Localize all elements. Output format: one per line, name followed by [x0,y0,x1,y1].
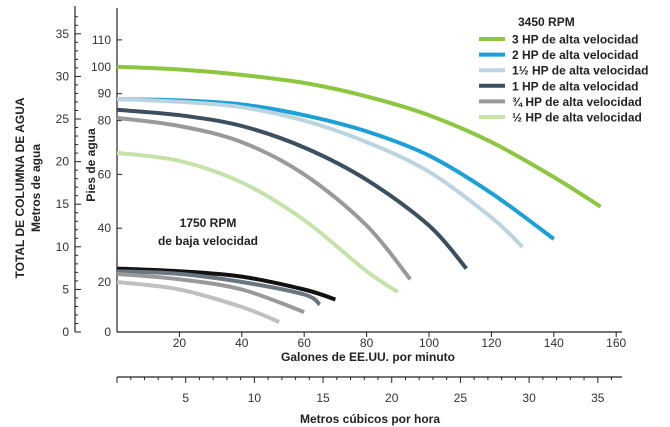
legend-label: 1 HP de alta velocidad [512,79,639,93]
y-axis-metres-sublabel: Metros de agua [29,144,43,232]
y-feet-tick-label: 110 [92,33,111,47]
legend-label: 3 HP de alta velocidad [512,33,639,47]
x-axis-cubic-metres-label: Metros cúbicos por hora [300,412,440,426]
y-metres-tick-label: 5 [62,282,69,296]
x-m3h-tick-label: 30 [522,391,536,405]
y-metres-tick-label: 35 [56,27,70,41]
y-metres-tick-label: 25 [56,112,70,126]
x-m3h-tick-label: 10 [248,391,262,405]
x-m3h-tick-label: 15 [316,391,330,405]
y-metres-tick-label: 30 [56,69,70,83]
y-metres-tick-label: 15 [56,197,70,211]
x-gpm-tick-label: 160 [606,336,626,350]
x-m3h-tick-label: 5 [182,391,189,405]
x-m3h-tick-label: 20 [385,391,399,405]
x-m3h-tick-label: 35 [591,391,605,405]
low-speed-rpm-label: 1750 RPM [180,216,237,230]
x-gpm-tick-label: 40 [235,336,249,350]
y-feet-tick-label: 100 [91,60,111,74]
low-speed-curve-7 [116,266,337,302]
curve-1 [116,64,602,209]
legend-label: 2 HP de alta velocidad [512,48,639,62]
low-speed-curve-9 [116,271,305,314]
x-gpm-tick-label: 80 [360,336,374,350]
y-feet-zero-label: 0 [104,325,111,339]
y-axis-metres-ticks: 0 5 10 15 20 25 30 35 [56,16,81,339]
y-feet-tick-label: 90 [98,87,112,101]
x-gpm-tick-label: 120 [481,336,501,350]
y-metres-tick-label: 10 [56,240,70,254]
legend-label: 1½ HP de alta velocidad [512,64,649,78]
legend-title: 3450 RPM [518,15,575,29]
y-metres-tick-label: 0 [62,325,69,339]
y-feet-tick-label: 80 [98,114,112,128]
x-gpm-tick-label: 100 [419,336,439,350]
low-speed-curve-10 [116,280,280,324]
curve-5 [116,115,412,281]
y-axis-feet-ticks: 20 40 60 80 90 100 110 0 [91,33,122,339]
x-gpm-tick-label: 140 [544,336,564,350]
y-feet-tick-label: 60 [98,167,112,181]
y-feet-tick-label: 20 [98,275,112,289]
performance-curves [116,64,602,324]
x-axis-gallons-ticks: 20 40 60 80 100 120 140 160 [173,332,627,350]
y-feet-tick-label: 40 [98,221,112,235]
y-axis-feet-label: Pies de agua [84,128,98,202]
x-gpm-tick-label: 60 [298,336,312,350]
curve-3 [116,97,524,249]
y-metres-tick-label: 20 [56,155,70,169]
y-axis-metres-label: TOTAL DE COLUMNA DE AGUA [13,97,27,278]
low-speed-curve-8 [116,269,322,307]
x-axis-gallons-label: Galones de EE.UU. por minuto [281,350,455,364]
curve-6 [116,150,399,294]
curve-4 [116,107,468,270]
x-m3h-tick-label: 25 [454,391,468,405]
x-gpm-tick-label: 20 [173,336,187,350]
low-speed-desc-label: de baja velocidad [158,234,258,248]
x-axis-cubic-metres-ticks: 5 10 15 20 25 30 35 [116,377,613,405]
legend-label: ¾ HP de alta velocidad [512,95,642,109]
legend-label: ½ HP de alta velocidad [512,111,642,125]
